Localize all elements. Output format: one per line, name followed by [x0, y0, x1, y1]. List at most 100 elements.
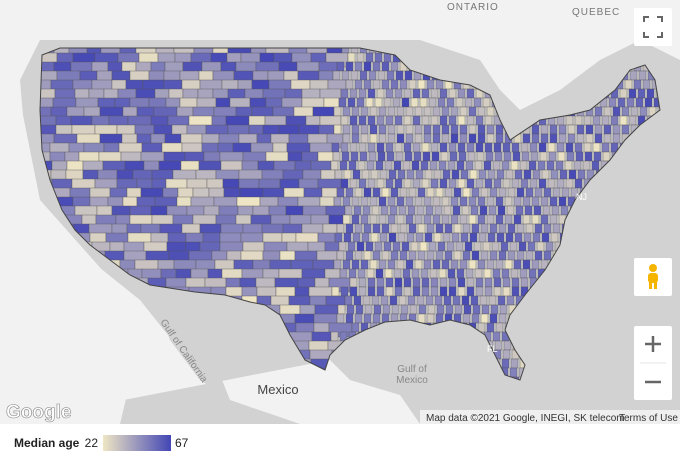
county — [430, 88, 439, 99]
county — [541, 232, 550, 243]
pegman-button[interactable] — [634, 258, 672, 296]
county — [350, 70, 359, 81]
county — [480, 313, 489, 324]
county — [420, 160, 429, 171]
county — [391, 304, 400, 315]
county — [432, 106, 441, 117]
county — [556, 142, 565, 153]
county — [418, 304, 427, 315]
county — [537, 160, 546, 171]
county — [332, 70, 341, 81]
county — [646, 88, 655, 99]
county — [405, 106, 414, 117]
county — [471, 250, 480, 261]
county — [471, 187, 480, 198]
county — [540, 196, 549, 207]
county — [549, 133, 558, 144]
county — [374, 241, 383, 252]
county — [520, 142, 529, 153]
county — [351, 214, 360, 225]
county — [423, 124, 432, 135]
county — [477, 124, 486, 135]
county — [583, 142, 592, 153]
county — [459, 106, 468, 117]
county — [448, 178, 457, 189]
county — [367, 286, 376, 297]
county — [354, 187, 363, 198]
county — [547, 178, 556, 189]
county — [363, 187, 372, 198]
county — [403, 115, 412, 126]
county — [372, 79, 381, 90]
county — [559, 169, 568, 180]
legend-max: 67 — [175, 436, 189, 450]
county — [449, 151, 458, 162]
county — [468, 106, 477, 117]
county — [454, 304, 463, 315]
county — [360, 196, 369, 207]
fullscreen-button[interactable] — [634, 8, 672, 46]
zoom-in[interactable] — [645, 336, 661, 352]
county — [354, 223, 363, 234]
county — [434, 205, 443, 216]
county — [584, 151, 593, 162]
county — [337, 304, 346, 315]
county — [489, 313, 498, 324]
county — [457, 286, 466, 297]
county — [501, 358, 510, 369]
county — [363, 79, 372, 90]
county — [459, 124, 468, 135]
county — [354, 79, 363, 90]
county — [558, 124, 567, 135]
county — [339, 160, 348, 171]
county — [356, 52, 365, 63]
county — [423, 214, 432, 225]
county — [482, 97, 491, 108]
county — [448, 115, 457, 126]
county — [376, 178, 385, 189]
county — [488, 295, 497, 306]
county — [566, 151, 575, 162]
county — [633, 79, 642, 90]
county — [496, 232, 505, 243]
county — [516, 223, 525, 234]
county — [399, 187, 408, 198]
county — [532, 169, 541, 180]
county — [361, 232, 370, 243]
county — [439, 178, 448, 189]
county — [417, 313, 426, 324]
county — [642, 79, 651, 90]
county — [542, 205, 551, 216]
county — [410, 241, 419, 252]
county — [351, 196, 360, 207]
county — [511, 277, 520, 288]
county — [565, 142, 574, 153]
legend-title: Median age — [14, 436, 80, 450]
county — [349, 178, 358, 189]
county — [403, 286, 412, 297]
county — [468, 214, 477, 225]
county — [415, 232, 424, 243]
county — [552, 223, 561, 234]
county — [462, 250, 471, 261]
county — [349, 142, 358, 153]
attribution: Map data ©2021 Google, INEGI, SK telecom — [426, 413, 625, 424]
county — [439, 115, 448, 126]
county — [457, 277, 466, 288]
county — [549, 196, 558, 207]
county — [430, 178, 439, 189]
county — [630, 106, 639, 117]
county — [349, 277, 358, 288]
county — [463, 304, 472, 315]
county — [390, 187, 399, 198]
county — [601, 115, 610, 126]
county — [546, 160, 555, 171]
county — [453, 223, 462, 234]
terms-link[interactable]: Terms of Use — [619, 413, 678, 424]
county — [583, 115, 592, 126]
county — [467, 151, 476, 162]
county — [624, 79, 633, 90]
county — [345, 187, 354, 198]
county — [332, 151, 341, 162]
county — [466, 277, 475, 288]
